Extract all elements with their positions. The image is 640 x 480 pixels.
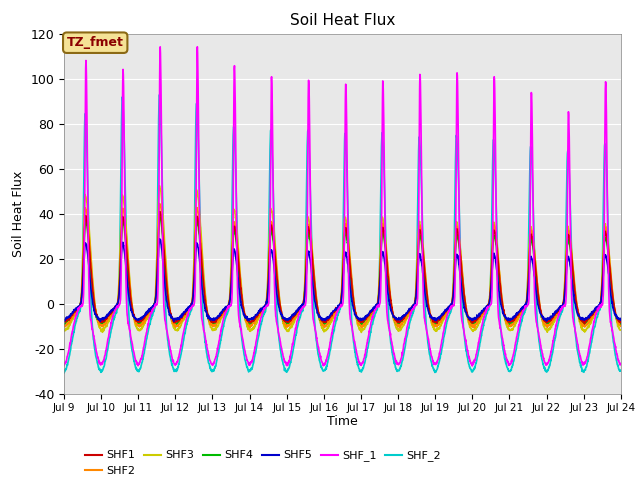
Legend: SHF1, SHF2, SHF3, SHF4, SHF5, SHF_1, SHF_2: SHF1, SHF2, SHF3, SHF4, SHF5, SHF_1, SHF…	[81, 446, 445, 480]
X-axis label: Time: Time	[327, 415, 358, 428]
Title: Soil Heat Flux: Soil Heat Flux	[290, 13, 395, 28]
Y-axis label: Soil Heat Flux: Soil Heat Flux	[12, 170, 25, 257]
Text: TZ_fmet: TZ_fmet	[67, 36, 124, 49]
